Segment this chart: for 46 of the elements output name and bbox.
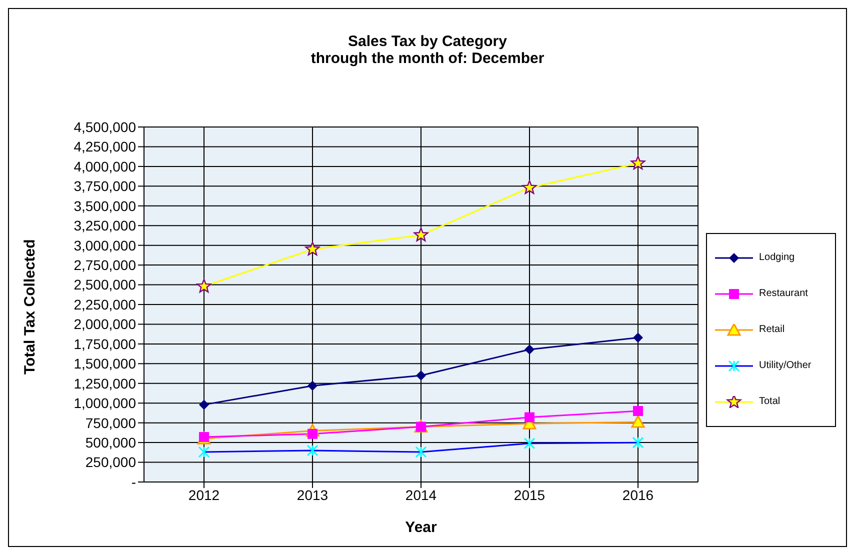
- point: [416, 370, 426, 380]
- chart-title: Sales Tax by Category: [347, 33, 508, 50]
- point: [633, 332, 643, 343]
- y-tick-label: 3,750,000: [74, 178, 136, 194]
- chart-subtitle: through the month of: December: [310, 50, 546, 67]
- y-tick-label: -: [131, 474, 136, 490]
- point: [524, 412, 534, 422]
- y-tick-label: 1,500,000: [74, 356, 136, 372]
- y-tick-label: 3,250,000: [74, 218, 136, 234]
- y-tick-label: 2,750,000: [74, 257, 136, 274]
- legend-label: Utility/Other: [759, 360, 812, 371]
- y-tick-label: 3,000,000: [74, 237, 136, 254]
- legend-label: Total: [759, 396, 780, 407]
- point: [199, 400, 209, 410]
- y-tick-label: 4,500,000: [74, 118, 136, 135]
- y-tick-label: 750,000: [85, 414, 136, 431]
- y-tick-label: 1,000,000: [74, 395, 136, 412]
- y-tick-label: 2,250,000: [74, 296, 136, 312]
- legend-label: Retail: [759, 324, 785, 335]
- point: [414, 227, 428, 242]
- y-axis-title: Total Tax Collected: [21, 239, 38, 374]
- point: [524, 344, 534, 354]
- y-tick-label: 4,250,000: [74, 138, 136, 155]
- y-tick-label: 2,500,000: [74, 276, 136, 293]
- x-tick-label: 2014: [405, 486, 437, 503]
- point: [633, 406, 643, 416]
- x-tick-label: 2012: [188, 486, 220, 503]
- y-tick-label: 1,250,000: [74, 375, 136, 392]
- y-tick-label: 3,500,000: [74, 198, 136, 214]
- x-tick-label: 2016: [622, 486, 654, 503]
- point: [305, 242, 320, 256]
- point: [522, 180, 537, 194]
- y-tick-label: 2,000,000: [74, 316, 136, 332]
- x-axis-title: Year: [405, 519, 438, 536]
- legend-label: Lodging: [759, 252, 795, 263]
- legend-label: Restaurant: [759, 288, 808, 299]
- y-tick-label: 500,000: [85, 434, 136, 451]
- point: [630, 156, 646, 170]
- y-tick-label: 1,750,000: [74, 336, 136, 352]
- x-tick-label: 2013: [296, 486, 328, 503]
- x-tick-label: 2015: [514, 486, 546, 503]
- y-tick-label: 250,000: [85, 454, 136, 470]
- point: [308, 380, 318, 391]
- point: [631, 415, 645, 428]
- point: [196, 278, 212, 293]
- y-tick-label: 4,000,000: [74, 158, 136, 174]
